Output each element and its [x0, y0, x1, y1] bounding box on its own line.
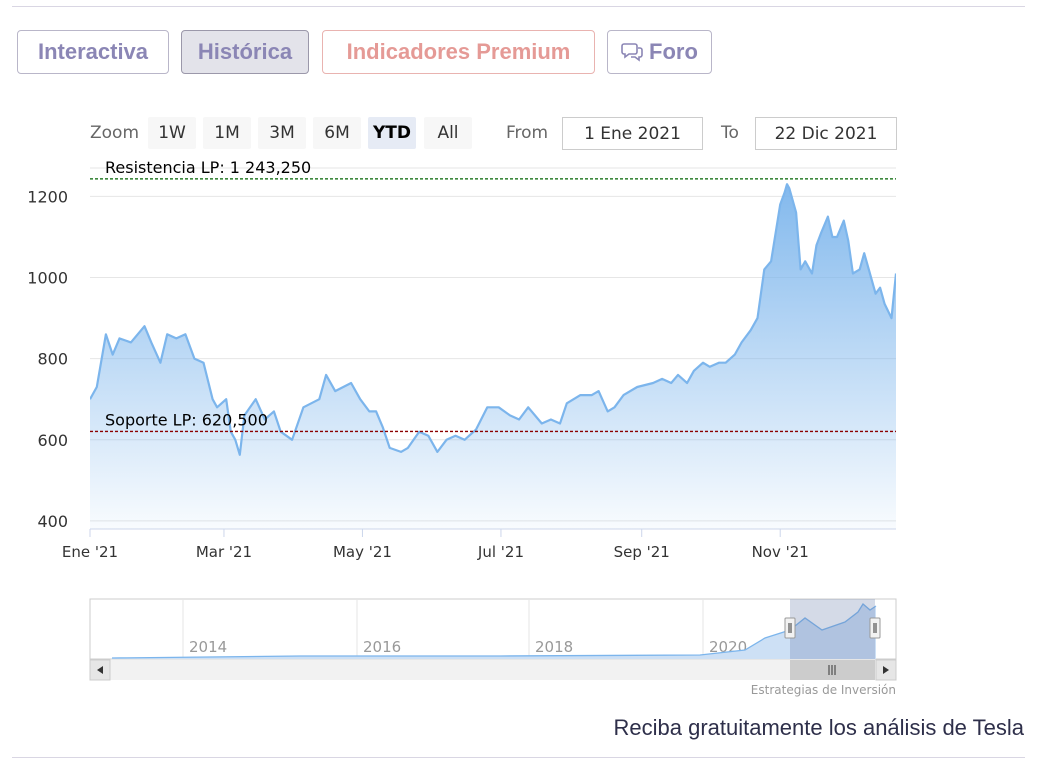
to-label: To [721, 123, 739, 143]
navigator[interactable]: 2014 2016 2018 2020 [89, 598, 897, 660]
arrow-left-icon [97, 666, 103, 674]
tab-historica[interactable]: Histórica [181, 30, 309, 74]
price-line [90, 183, 896, 456]
tab-foro[interactable]: Foro [607, 30, 712, 74]
navigator-line [111, 603, 877, 659]
newsletter-cta[interactable]: Reciba gratuitamente los análisis de Tes… [613, 715, 1025, 740]
zoom-button-6m[interactable]: 6M [313, 117, 361, 149]
y-tick-label: 400 [37, 512, 68, 531]
zoom-label: Zoom [90, 123, 140, 143]
navigator-mask [790, 599, 875, 659]
scrollbar[interactable] [89, 659, 897, 681]
tab-indicadores-premium[interactable]: Indicadores Premium [322, 30, 595, 74]
navigator-handle-left[interactable] [784, 617, 796, 639]
to-date-input[interactable]: 22 Dic 2021 [755, 117, 897, 150]
navigator-area [112, 604, 876, 659]
y-tick-label: 1200 [27, 187, 68, 206]
x-tick-label: Ene '21 [62, 543, 118, 561]
chart-credit[interactable]: Estrategias de Inversión [750, 683, 896, 697]
x-tick-label: Jul '21 [477, 543, 524, 561]
zoom-button-ytd[interactable]: YTD [368, 117, 416, 149]
navigator-year-label: 2014 [189, 638, 227, 656]
from-date-input[interactable]: 1 Ene 2021 [562, 117, 703, 150]
zoom-button-all[interactable]: All [424, 117, 472, 149]
price-area [90, 184, 896, 529]
x-tick-label: Nov '21 [752, 543, 809, 561]
zoom-button-1m[interactable]: 1M [203, 117, 251, 149]
top-divider [12, 6, 1025, 7]
bottom-divider [12, 757, 1025, 758]
scrollbar-track[interactable] [90, 660, 896, 680]
navigator-year-label: 2018 [535, 638, 573, 656]
zoom-button-1w[interactable]: 1W [148, 117, 196, 149]
y-tick-label: 600 [37, 431, 68, 450]
x-tick-label: May '21 [333, 543, 392, 561]
tab-interactiva[interactable]: Interactiva [17, 30, 169, 74]
y-tick-label: 1000 [27, 269, 68, 288]
plot-line-label: Resistencia LP: 1 243,250 [105, 158, 311, 177]
y-tick-label: 800 [37, 350, 68, 369]
navigator-year-label: 2016 [363, 638, 401, 656]
x-tick-label: Sep '21 [614, 543, 670, 561]
plot-line-label: Soporte LP: 620,500 [105, 410, 268, 429]
x-tick-label: Mar '21 [196, 543, 252, 561]
chat-bubbles-icon [621, 43, 643, 62]
zoom-button-3m[interactable]: 3M [258, 117, 306, 149]
from-label: From [506, 123, 549, 143]
arrow-right-icon [883, 666, 889, 674]
navigator-handle-right[interactable] [869, 617, 881, 639]
tab-foro-label: Foro [649, 39, 698, 64]
